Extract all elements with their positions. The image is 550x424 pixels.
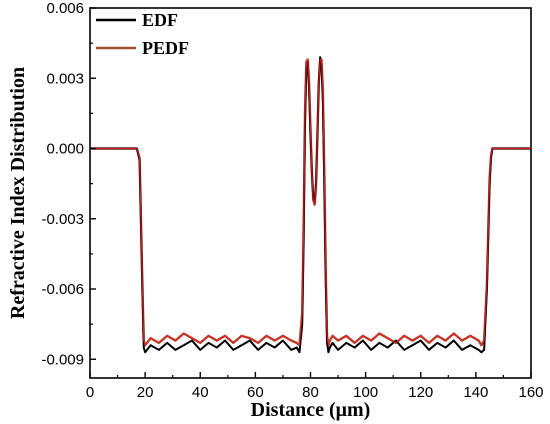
- x-tick-label: 120: [408, 384, 433, 401]
- y-axis-ticks: 0.006 0.003 0.000 -0.003 -0.006 -0.009: [41, 0, 96, 368]
- x-tick-label: 80: [302, 384, 319, 401]
- x-tick-label: 0: [86, 384, 94, 401]
- legend-label-edf: EDF: [142, 10, 178, 30]
- y-tick-label: 0.000: [46, 141, 84, 158]
- series-line-pedf-core: [90, 58, 531, 346]
- x-axis-ticks: 0 20 40 60 80 100 120 140 160: [86, 372, 544, 401]
- x-tick-label: 140: [463, 384, 488, 401]
- x-tick-label: 160: [518, 384, 543, 401]
- legend: EDF PEDF: [96, 10, 189, 58]
- y-axis-title: Refractive Index Distribution: [7, 67, 29, 319]
- x-tick-label: 20: [137, 384, 154, 401]
- x-axis-title: Distance (μm): [251, 399, 371, 421]
- x-tick-label: 40: [192, 384, 209, 401]
- y-tick-label: 0.003: [46, 70, 84, 87]
- legend-label-pedf: PEDF: [142, 38, 189, 58]
- y-tick-label: -0.006: [41, 281, 84, 298]
- series-layer: [90, 56, 531, 354]
- x-tick-label: 60: [247, 384, 264, 401]
- plot-frame: [89, 7, 532, 379]
- x-tick-label: 100: [353, 384, 378, 401]
- y-tick-label: -0.003: [41, 211, 84, 228]
- series-line-pedf: [90, 58, 531, 347]
- y-tick-label: 0.006: [46, 0, 84, 17]
- y-tick-label: -0.009: [41, 351, 84, 368]
